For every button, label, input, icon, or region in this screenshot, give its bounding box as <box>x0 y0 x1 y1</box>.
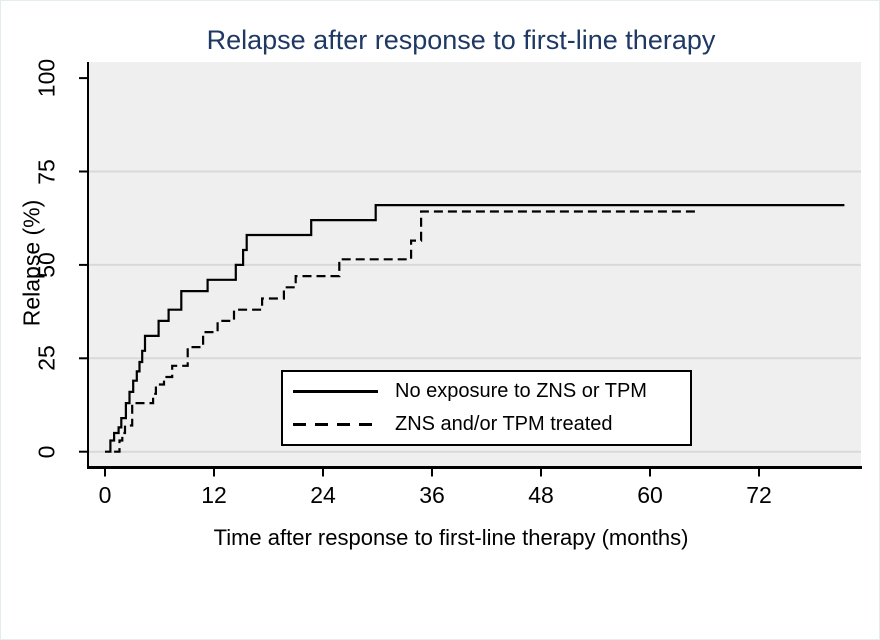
series-line-solid <box>105 204 845 453</box>
legend-item-zns-tpm-treated: ZNS and/or TPM treated <box>293 409 690 439</box>
legend-label: ZNS and/or TPM treated <box>395 412 613 435</box>
x-tick-label: 48 <box>528 482 554 508</box>
x-tick-label: 0 <box>98 482 112 508</box>
legend-label: No exposure to ZNS or TPM <box>395 380 647 403</box>
solid-line-sample-icon <box>293 390 378 394</box>
y-tick-label: 0 <box>33 445 60 459</box>
legend: No exposure to ZNS or TPM ZNS and/or TPM… <box>281 370 692 446</box>
y-tick-label: 75 <box>33 158 60 185</box>
y-tick-label: 50 <box>33 252 60 278</box>
chart-title: Relapse after response to first-line the… <box>206 25 716 55</box>
x-tick-label: 24 <box>310 482 336 508</box>
y-tick-label: 25 <box>33 345 60 372</box>
x-tick-label: 12 <box>201 482 227 508</box>
y-tick-label: 100 <box>33 58 60 98</box>
series-line-dashed <box>114 210 699 453</box>
x-tick-label: 36 <box>419 482 445 508</box>
x-tick-label: 60 <box>637 482 663 508</box>
dashed-line-sample-icon <box>293 422 378 426</box>
x-axis-title: Time after response to first-line therap… <box>213 525 689 550</box>
legend-item-no-exposure: No exposure to ZNS or TPM <box>293 377 690 407</box>
x-tick-label: 72 <box>746 482 772 508</box>
